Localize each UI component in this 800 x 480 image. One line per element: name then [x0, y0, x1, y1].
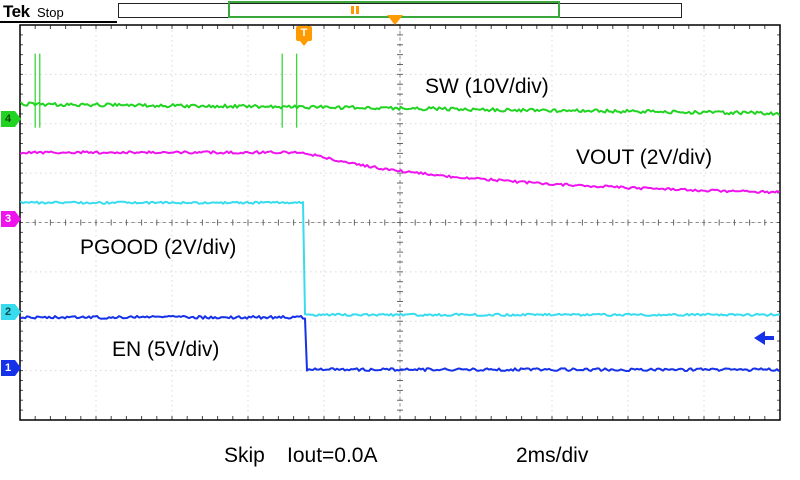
channel-marker-2: 2	[1, 304, 21, 320]
load-label: Iout=0.0A	[287, 444, 378, 467]
acquisition-status: Stop	[37, 5, 64, 20]
header-divider	[0, 21, 117, 23]
trigger-time-marker: T	[296, 26, 312, 46]
arrow-tail	[765, 336, 774, 340]
arrow-head-icon	[754, 331, 765, 345]
trigger-level-arrow	[754, 331, 774, 345]
channel-marker-3: 3	[1, 211, 21, 227]
en-trace-label: EN (5V/div)	[112, 338, 220, 361]
tek-logo: Tek	[3, 2, 30, 21]
mode-label: Skip	[224, 444, 265, 467]
pause-icon	[351, 6, 359, 14]
vout-trace-label: VOUT (2V/div)	[576, 146, 713, 169]
channel-marker-4: 4	[1, 111, 21, 127]
pgood-trace-label: PGOOD (2V/div)	[80, 236, 237, 259]
timebase-label: 2ms/div	[516, 444, 589, 467]
sw-trace-label: SW (10V/div)	[425, 75, 549, 98]
channel-marker-1: 1	[1, 360, 21, 376]
trigger-position-icon	[387, 15, 403, 25]
